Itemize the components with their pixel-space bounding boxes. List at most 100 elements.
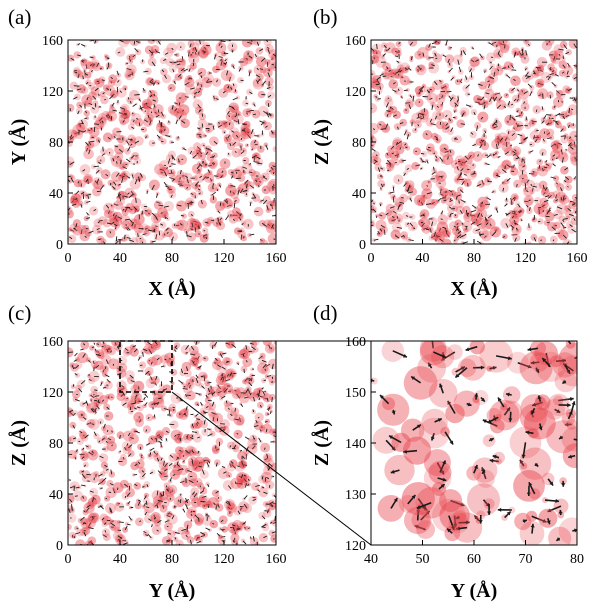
arrow-mark	[237, 230, 243, 233]
arrow-mark	[127, 432, 131, 437]
arrow-mark	[186, 178, 189, 184]
arrow-mark	[477, 154, 480, 157]
arrow-head	[416, 505, 421, 509]
disc-mark	[94, 360, 104, 370]
disc-mark	[74, 372, 81, 378]
arrow-mark	[390, 145, 395, 150]
arrow-mark	[144, 228, 148, 230]
arrow-mark	[133, 348, 138, 353]
arrow-mark	[431, 64, 435, 67]
disc-mark	[479, 341, 513, 373]
disc-mark	[537, 235, 547, 244]
arrow-mark	[489, 76, 495, 80]
arrow-mark	[196, 146, 202, 151]
arrow-mark	[161, 69, 165, 73]
arrow-mark	[166, 232, 169, 234]
arrow-mark	[131, 222, 135, 227]
arrow-mark	[82, 130, 87, 133]
arrow-mark	[181, 528, 187, 532]
arrow-mark	[208, 460, 211, 464]
arrow-mark	[229, 190, 232, 193]
arrow-mark	[174, 537, 177, 540]
disc-mark	[243, 525, 249, 531]
arrow-mark	[180, 368, 184, 374]
arrow-mark	[568, 213, 574, 217]
arrow-head	[451, 526, 455, 530]
disc-mark	[431, 132, 439, 140]
disc-mark	[100, 343, 107, 350]
arrow-mark	[544, 195, 550, 198]
arrow-mark	[246, 144, 249, 146]
arrow-mark	[406, 167, 410, 170]
arrow-mark	[80, 348, 84, 351]
disc-mark	[568, 40, 577, 49]
arrow-mark	[242, 354, 245, 358]
disc-mark	[523, 407, 556, 440]
arrow-mark	[74, 457, 77, 460]
arrow-mark	[75, 197, 78, 200]
arrow-mark	[442, 226, 447, 229]
arrow-mark	[205, 236, 208, 240]
arrow-mark	[183, 412, 187, 417]
disc-mark	[190, 487, 200, 496]
disc-mark	[502, 233, 508, 240]
disc-mark	[122, 40, 131, 45]
arrow-mark	[496, 104, 502, 109]
arrow-mark	[431, 201, 435, 205]
disc-mark	[246, 88, 253, 95]
disc-mark	[92, 186, 102, 197]
arrow-mark	[169, 177, 175, 180]
arrow-mark	[162, 460, 165, 466]
disc-mark	[484, 88, 495, 100]
disc-mark	[242, 345, 251, 354]
arrow-mark	[569, 224, 573, 227]
arrow-mark	[520, 219, 523, 222]
arrow-mark	[79, 124, 82, 127]
arrow-mark	[87, 195, 90, 199]
arrow-mark	[104, 464, 108, 468]
arrow-mark	[440, 193, 444, 196]
arrow-mark	[128, 207, 133, 211]
arrow-head	[558, 509, 563, 514]
arrow-mark	[166, 540, 171, 543]
arrow-mark	[257, 489, 261, 493]
arrow-mark	[477, 212, 481, 218]
arrow-mark	[447, 156, 449, 160]
x-tick-label: 160	[266, 552, 287, 567]
arrow-mark	[160, 171, 164, 174]
arrow-mark	[211, 162, 215, 164]
arrow-mark	[73, 96, 78, 100]
disc-mark	[74, 525, 79, 531]
disc-mark	[167, 150, 176, 159]
arrow-mark	[546, 114, 552, 116]
disc-mark	[68, 436, 72, 443]
arrow-mark	[149, 452, 152, 456]
arrow-mark	[179, 169, 182, 175]
arrow-mark	[267, 94, 272, 98]
arrow-mark	[252, 409, 255, 413]
arrow-mark	[426, 89, 430, 94]
arrow-mark	[122, 457, 125, 460]
arrow-mark	[448, 206, 452, 209]
disc-mark	[78, 429, 86, 437]
arrow-mark	[563, 226, 567, 229]
arrow-mark	[168, 409, 171, 415]
arrow-mark	[385, 212, 389, 216]
arrow-mark	[493, 96, 498, 102]
arrow-mark	[110, 76, 113, 80]
scatter-marks	[371, 40, 577, 244]
arrow-mark	[110, 396, 113, 398]
arrow-mark	[460, 199, 466, 203]
arrow-mark	[445, 123, 449, 127]
arrow-mark	[86, 473, 92, 476]
disc-mark	[548, 526, 572, 545]
arrow-mark	[556, 182, 558, 185]
arrow-mark	[256, 67, 259, 71]
arrow-mark	[437, 41, 440, 44]
arrow-mark	[213, 54, 217, 60]
arrow-mark	[85, 178, 89, 183]
arrow-mark	[398, 50, 400, 52]
arrow-mark	[189, 436, 194, 440]
disc-mark	[192, 413, 195, 416]
arrow-mark	[477, 83, 483, 87]
